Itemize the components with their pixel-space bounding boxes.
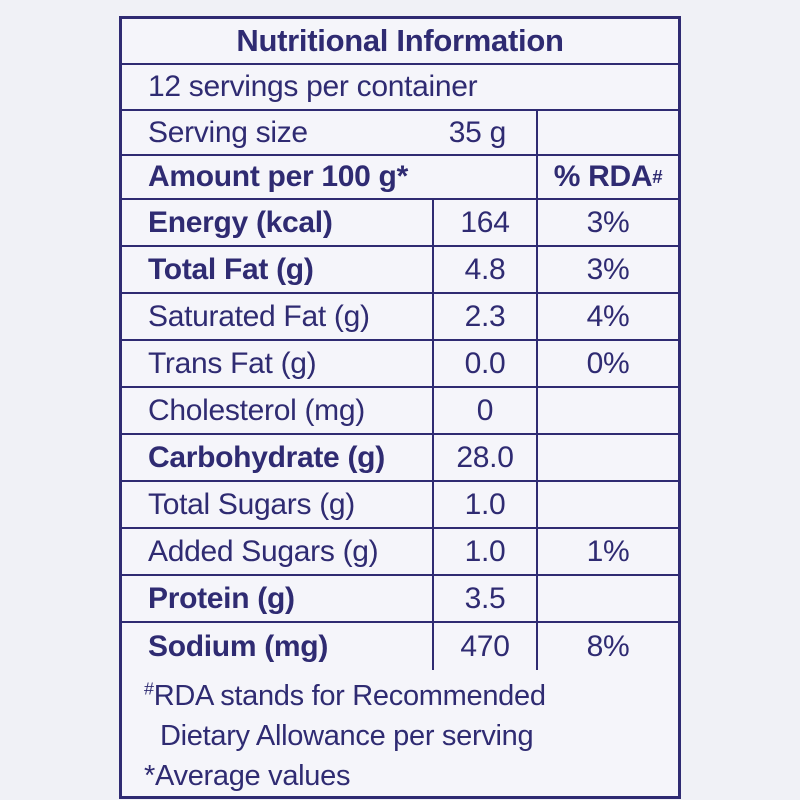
nutrient-rda bbox=[536, 482, 678, 527]
table-header-row: Amount per 100 g* % RDA # bbox=[122, 156, 678, 200]
nutrient-rda: 4% bbox=[536, 294, 678, 339]
nutrient-row: Trans Fat (g) 0.0 0% bbox=[122, 341, 678, 388]
nutrient-name: Total Sugars (g) bbox=[148, 487, 355, 521]
nutrient-row: Energy (kcal) 164 3% bbox=[122, 200, 678, 247]
serving-size-empty-cell bbox=[536, 111, 678, 154]
nutrient-row: Sodium (mg) 470 8% bbox=[122, 623, 678, 670]
footnote-hash-sup: # bbox=[144, 678, 154, 699]
nutrition-label: Nutritional Information 12 servings per … bbox=[119, 16, 681, 799]
nutrient-amount: 2.3 bbox=[432, 294, 536, 339]
footnote: #RDA stands for Recommended Dietary Allo… bbox=[122, 670, 678, 796]
serving-size-label: Serving size bbox=[148, 115, 308, 149]
nutrient-rda: 8% bbox=[536, 623, 678, 670]
nutrient-name: Energy (kcal) bbox=[148, 205, 333, 239]
nutrient-amount: 3.5 bbox=[432, 576, 536, 621]
nutrient-row: Cholesterol (mg) 0 bbox=[122, 388, 678, 435]
nutrient-name: Sodium (mg) bbox=[148, 629, 329, 663]
nutrient-name: Carbohydrate (g) bbox=[148, 440, 385, 474]
nutrient-name: Cholesterol (mg) bbox=[148, 393, 365, 427]
serving-size-cell: Serving size 35 g bbox=[122, 111, 536, 154]
serving-size-row: Serving size 35 g bbox=[122, 111, 678, 156]
footnote-line-2: Dietary Allowance per serving bbox=[160, 720, 534, 752]
nutrient-amount: 1.0 bbox=[432, 529, 536, 574]
nutrient-row: Added Sugars (g) 1.0 1% bbox=[122, 529, 678, 576]
rda-header: % RDA # bbox=[536, 156, 678, 198]
nutrient-name: Trans Fat (g) bbox=[148, 346, 317, 380]
nutrient-rda bbox=[536, 435, 678, 480]
nutrient-rda: 3% bbox=[536, 247, 678, 292]
nutrient-amount: 1.0 bbox=[432, 482, 536, 527]
nutrient-amount: 0.0 bbox=[432, 341, 536, 386]
amount-header: Amount per 100 g* bbox=[122, 156, 536, 198]
nutrient-amount: 28.0 bbox=[432, 435, 536, 480]
nutrient-rda: 3% bbox=[536, 200, 678, 245]
nutrient-amount: 470 bbox=[432, 623, 536, 670]
footnote-line-3: *Average values bbox=[144, 760, 351, 792]
nutrient-name: Saturated Fat (g) bbox=[148, 299, 370, 333]
amount-header-label: Amount per 100 g* bbox=[148, 160, 408, 193]
nutrient-row: Total Fat (g) 4.8 3% bbox=[122, 247, 678, 294]
footnote-line-1: #RDA stands for Recommended bbox=[144, 678, 546, 712]
nutrient-name: Total Fat (g) bbox=[148, 252, 314, 286]
nutrient-rda bbox=[536, 576, 678, 621]
nutrient-name: Protein (g) bbox=[148, 581, 295, 615]
nutrient-row: Protein (g) 3.5 bbox=[122, 576, 678, 623]
nutrient-row: Saturated Fat (g) 2.3 4% bbox=[122, 294, 678, 341]
nutrient-amount: 164 bbox=[432, 200, 536, 245]
serving-size-value: 35 g bbox=[448, 115, 507, 149]
rda-header-label: % RDA bbox=[553, 160, 653, 193]
nutrient-rda: 1% bbox=[536, 529, 678, 574]
nutrient-amount: 4.8 bbox=[432, 247, 536, 292]
nutrient-amount: 0 bbox=[432, 388, 536, 433]
nutrient-rows: Energy (kcal) 164 3% Total Fat (g) 4.8 3… bbox=[122, 200, 678, 670]
nutrient-name: Added Sugars (g) bbox=[148, 534, 379, 568]
nutrient-row: Carbohydrate (g) 28.0 bbox=[122, 435, 678, 482]
nutrient-rda bbox=[536, 388, 678, 433]
nutrient-row: Total Sugars (g) 1.0 bbox=[122, 482, 678, 529]
nutrient-rda: 0% bbox=[536, 341, 678, 386]
servings-per-container: 12 servings per container bbox=[122, 65, 678, 111]
label-title: Nutritional Information bbox=[122, 19, 678, 65]
